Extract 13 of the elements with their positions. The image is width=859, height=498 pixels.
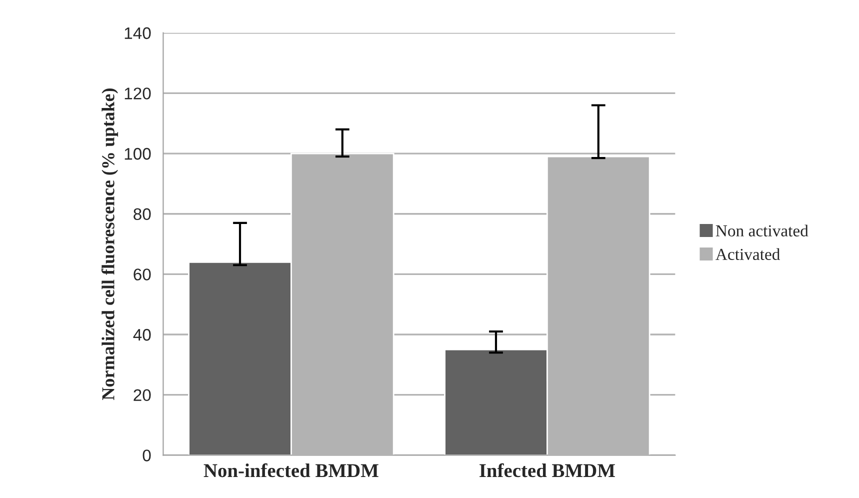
x-tick-label: Infected BMDM (480, 463, 615, 478)
y-tick-label: 60 (134, 268, 151, 280)
y-axis-title: Normalized cell fluorescence (% uptake) (101, 88, 118, 400)
y-tick-label: 40 (133, 328, 151, 341)
y-tick-label: 20 (134, 389, 151, 402)
y-tick-label: 140 (124, 27, 151, 40)
y-tick-label: 120 (124, 88, 151, 100)
x-tick-label: Non-infected BMDM (204, 463, 378, 478)
y-tick-label: 80 (134, 208, 151, 220)
legend-label: Activated (716, 248, 780, 260)
legend-label: Non activated (716, 224, 808, 236)
y-tick-label: 100 (124, 148, 151, 160)
y-tick-label: 0 (142, 450, 151, 462)
